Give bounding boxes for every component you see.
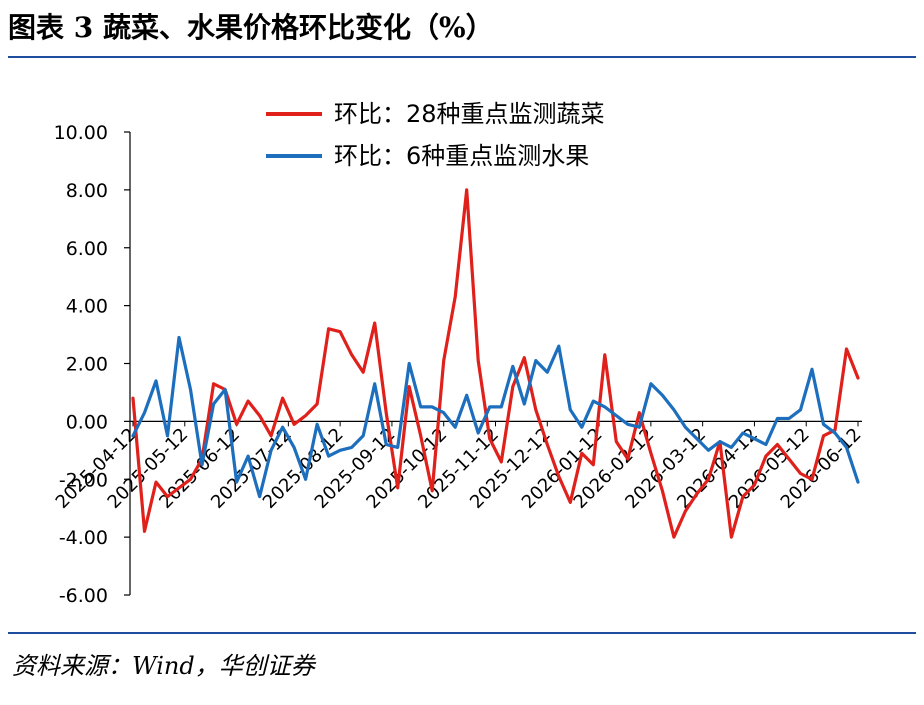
chart-header: 图表 3 蔬菜、水果价格环比变化（%） [8,10,916,50]
chart-title: 图表 3 蔬菜、水果价格环比变化（%） [8,11,494,44]
y-axis: 10.00 8.00 6.00 4.00 2.00 0.00 -2.00 -4.00 -6.00 [54,122,131,607]
y-tick-label: -6.00 [59,585,108,607]
legend-item-vegetables: 环比：28种重点监测蔬菜 [266,98,605,130]
top-rule [8,56,916,58]
source-note: 资料来源：Wind，华创证券 [12,652,315,680]
bottom-rule [8,632,916,634]
chart-container: 10.00 8.00 6.00 4.00 2.00 0.00 -2.00 -4.00 -6.00… [0,60,924,630]
legend-swatch-vegetables [266,112,322,116]
y-tick-label: 10.00 [54,122,108,144]
y-tick-label: 0.00 [66,411,108,433]
legend: 环比：28种重点监测蔬菜 环比：6种重点监测水果 [266,98,686,178]
y-tick-label: 2.00 [66,354,108,376]
series-layer [131,188,860,539]
series-line-vegetables [131,188,860,539]
legend-label-fruit: 环比：6种重点监测水果 [334,142,590,170]
y-tick-label: -2.00 [59,469,108,491]
y-tick-label: 4.00 [66,296,108,318]
y-tick-label: 6.00 [66,238,108,260]
series-line-fruit [131,335,860,499]
line-chart: 10.00 8.00 6.00 4.00 2.00 0.00 -2.00 -4.00 -6.00… [52,122,866,607]
y-tick-label: 8.00 [66,180,108,202]
y-tick-label: -4.00 [59,527,108,549]
legend-label-vegetables: 环比：28种重点监测蔬菜 [334,100,605,128]
legend-item-fruit: 环比：6种重点监测水果 [266,140,589,172]
legend-swatch-fruit [266,154,322,158]
